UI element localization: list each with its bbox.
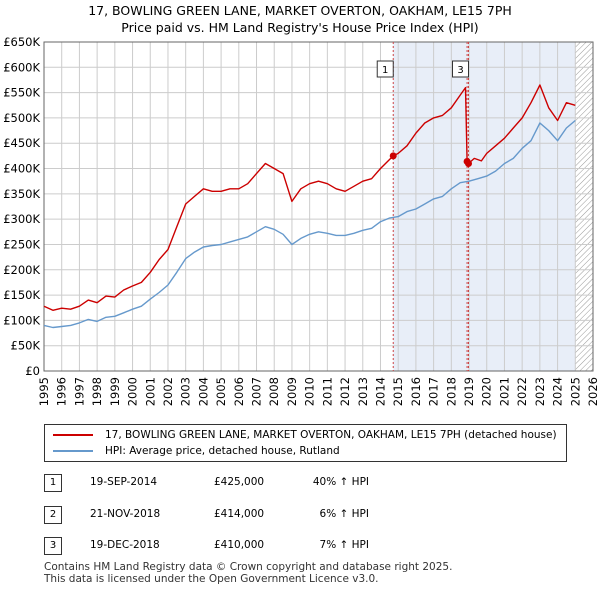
x-tick-label: 2010 — [303, 377, 317, 406]
price-chart: £0 £50K £100K £150K £200K £250K £300K £350K £400… — [3, 35, 600, 406]
y-tick-label: £550K — [3, 86, 40, 100]
x-tick-label: 2026 — [586, 377, 600, 406]
sale-price: £425,000 — [214, 476, 265, 488]
sale-number-badge: 2 — [44, 506, 62, 524]
sale-date: 19-SEP-2014 — [90, 476, 158, 488]
sale-point — [389, 152, 397, 160]
x-tick-label: 2003 — [179, 377, 193, 406]
sale-marker-box — [452, 60, 470, 78]
x-tick-label: 2016 — [409, 377, 423, 406]
sale-marker-label: 3 — [457, 65, 463, 76]
x-tick-label: 1999 — [108, 377, 122, 406]
y-tick-label: £350K — [3, 187, 40, 201]
legend-item-property: 17, BOWLING GREEN LANE, MARKET OVERTON, … — [53, 427, 557, 443]
x-tick-label: 1996 — [55, 377, 69, 406]
x-tick-label: 2008 — [267, 377, 281, 406]
sale-point — [465, 159, 473, 167]
x-tick-label: 2011 — [320, 377, 334, 406]
x-tick-label: 2000 — [126, 377, 140, 406]
sale-row: 2 21-NOV-2018 £414,000 6% ↑ HPI — [44, 506, 584, 526]
legend-label-property: 17, BOWLING GREEN LANE, MARKET OVERTON, … — [105, 429, 557, 441]
legend-swatch-hpi — [53, 450, 93, 452]
footer: Contains HM Land Registry data © Crown c… — [44, 561, 452, 585]
sale-number-badge: 1 — [44, 474, 62, 492]
property-series-line — [43, 84, 576, 311]
x-tick-label: 2019 — [462, 377, 476, 406]
x-tick-label: 2002 — [161, 377, 175, 406]
sale-marker-box — [376, 60, 394, 78]
hpi-series-line — [43, 119, 576, 329]
y-tick-label: £300K — [3, 212, 40, 226]
y-tick-label: £600K — [3, 60, 40, 74]
chart-title: 17, BOWLING GREEN LANE, MARKET OVERTON, … — [88, 3, 512, 18]
plot-frame — [43, 41, 594, 372]
sale-hpi-change: 6% ↑ HPI — [319, 508, 369, 520]
y-tick-label: £50K — [11, 339, 41, 353]
x-tick-label: 2021 — [497, 377, 511, 406]
x-tick-label: 2012 — [338, 377, 352, 406]
legend-label-hpi: HPI: Average price, detached house, Rutl… — [105, 445, 340, 457]
sale-row: 1 19-SEP-2014 £425,000 40% ↑ HPI — [44, 474, 584, 494]
x-tick-label: 2006 — [232, 377, 246, 406]
x-tick-label: 2014 — [373, 377, 387, 406]
y-tick-label: £500K — [3, 111, 40, 125]
y-tick-label: £650K — [3, 35, 40, 49]
x-tick-label: 1998 — [90, 377, 104, 406]
x-tick-label: 2017 — [427, 377, 441, 406]
x-tick-label: 1997 — [72, 377, 86, 406]
x-tick-label: 2025 — [568, 377, 582, 406]
sale-row: 3 19-DEC-2018 £410,000 7% ↑ HPI — [44, 537, 584, 557]
x-tick-label: 2007 — [250, 377, 264, 406]
future-hatch-region — [575, 42, 593, 371]
sale-number-badge: 3 — [44, 537, 62, 555]
sale-date: 19-DEC-2018 — [90, 539, 160, 551]
x-tick-label: 2001 — [143, 377, 157, 406]
y-tick-label: £100K — [3, 313, 40, 327]
footer-copyright: Contains HM Land Registry data © Crown c… — [44, 561, 453, 573]
x-tick-label: 2024 — [551, 377, 565, 406]
y-tick-label: £250K — [3, 237, 40, 251]
x-tick-label: 2023 — [533, 377, 547, 406]
x-tick-label: 2018 — [444, 377, 458, 406]
x-tick-label: 2022 — [515, 377, 529, 406]
x-tick-label: 2013 — [356, 377, 370, 406]
legend: 17, BOWLING GREEN LANE, MARKET OVERTON, … — [44, 424, 567, 462]
sale-price: £414,000 — [214, 508, 265, 520]
sale-date: 21-NOV-2018 — [90, 508, 161, 520]
sale-price: £410,000 — [214, 539, 265, 551]
x-tick-label: 1995 — [37, 377, 51, 406]
y-tick-label: £450K — [3, 136, 40, 150]
x-tick-label: 2009 — [285, 377, 299, 406]
x-tick-label: 2015 — [391, 377, 405, 406]
y-tick-label: £0 — [25, 364, 40, 378]
legend-item-hpi: HPI: Average price, detached house, Rutl… — [53, 443, 340, 459]
sale-hpi-change: 7% ↑ HPI — [319, 539, 369, 551]
y-tick-label: £400K — [3, 162, 40, 176]
y-tick-label: £150K — [3, 288, 40, 302]
sale-hpi-change: 40% ↑ HPI — [312, 476, 369, 488]
y-tick-label: £200K — [3, 263, 40, 277]
legend-swatch-property — [53, 434, 93, 436]
x-tick-label: 2005 — [214, 377, 228, 406]
footer-licence: This data is licensed under the Open Gov… — [44, 573, 379, 585]
chart-subtitle: Price paid vs. HM Land Registry's House … — [121, 20, 479, 35]
sale-marker-label: 1 — [382, 65, 388, 76]
x-tick-label: 2020 — [480, 377, 494, 406]
x-tick-label: 2004 — [196, 377, 210, 406]
